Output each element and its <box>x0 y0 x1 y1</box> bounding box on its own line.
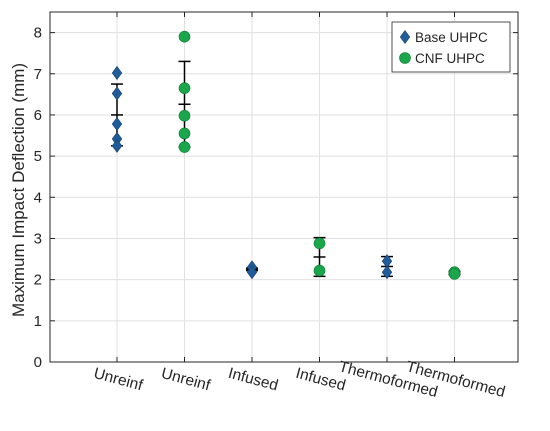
y-axis: 0 1 2 3 4 5 6 7 8 <box>34 25 518 371</box>
plot-area-frame <box>49 11 519 363</box>
data-point-base-uhpc <box>111 138 123 153</box>
y-tick-label: 1 <box>34 313 42 330</box>
data-point-base-uhpc <box>246 265 258 280</box>
y-tick-label: 5 <box>34 148 42 165</box>
grid <box>50 12 518 363</box>
y-tick-label: 2 <box>34 272 42 289</box>
data-point-cnf-uhpc <box>178 82 191 94</box>
data-point-base-uhpc <box>111 86 123 101</box>
y-tick-label: 8 <box>34 25 42 42</box>
legend-label-cnf-uhpc: CNF UHPC <box>415 51 485 66</box>
data-point-cnf-uhpc <box>178 109 191 122</box>
y-tick-label: 0 <box>34 354 42 371</box>
y-tick-label: 7 <box>34 66 42 83</box>
data-point-cnf-uhpc <box>313 237 326 250</box>
legend-base-uhpc-marker <box>399 29 411 45</box>
data-point-cnf-uhpc <box>313 264 326 277</box>
legend-label-base-uhpc: Base UHPC <box>415 30 488 45</box>
data-point-base-uhpc <box>111 116 123 132</box>
legend-box <box>391 21 511 73</box>
data-point-base-uhpc <box>111 65 123 80</box>
data-point-cnf-uhpc <box>448 268 461 280</box>
data-point-base-uhpc <box>381 265 393 280</box>
y-tick-label: 6 <box>34 107 42 124</box>
data-markers <box>111 30 461 280</box>
legend: Base UHPC CNF UHPC <box>391 21 511 73</box>
legend-cnf-uhpc-marker <box>399 52 411 64</box>
data-point-cnf-uhpc <box>178 127 191 140</box>
data-point-cnf-uhpc <box>178 30 191 43</box>
y-axis-title: Maximum Impact Deflection (mm) <box>9 63 28 317</box>
y-tick-label: 3 <box>34 230 42 247</box>
y-tick-label: 4 <box>34 189 42 206</box>
data-point-cnf-uhpc <box>178 141 191 153</box>
